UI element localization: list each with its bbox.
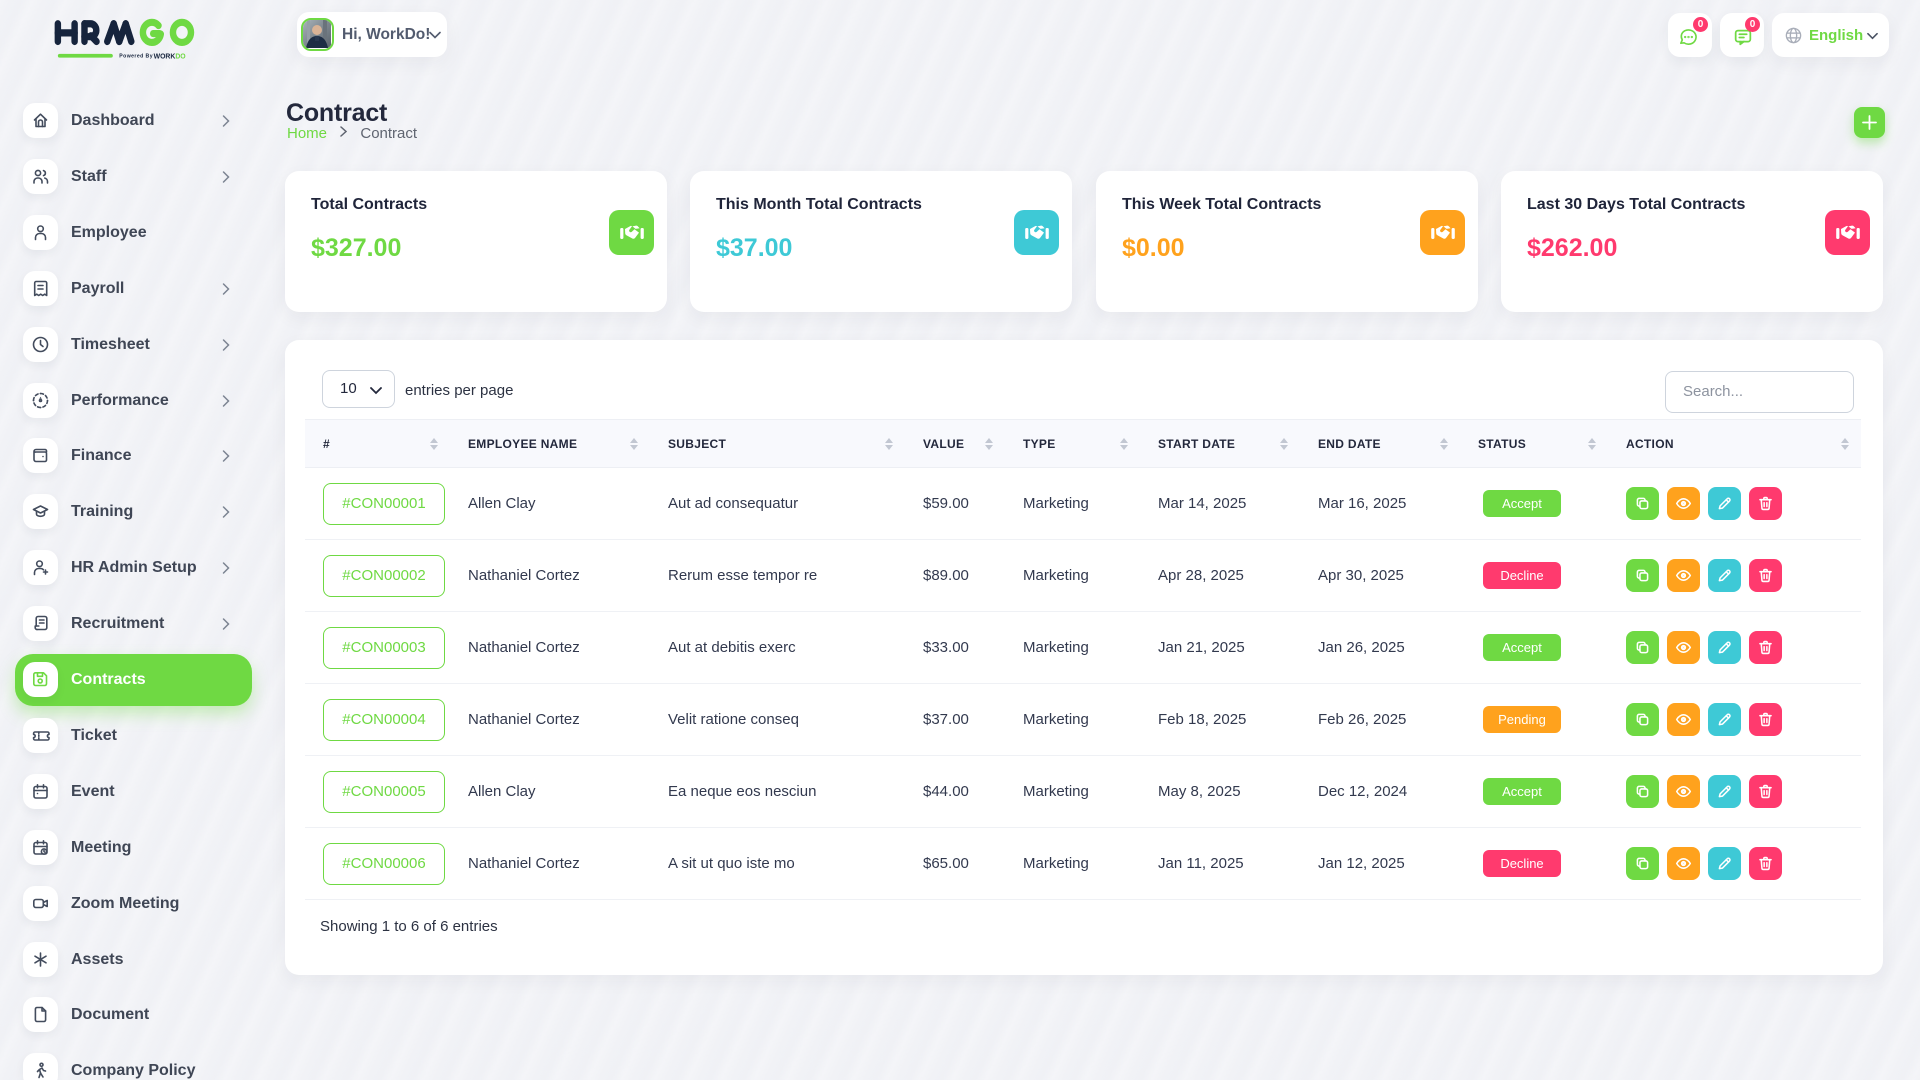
- svg-text:Powered By: Powered By: [119, 54, 153, 60]
- svg-text:WORKDO: WORKDO: [154, 54, 187, 61]
